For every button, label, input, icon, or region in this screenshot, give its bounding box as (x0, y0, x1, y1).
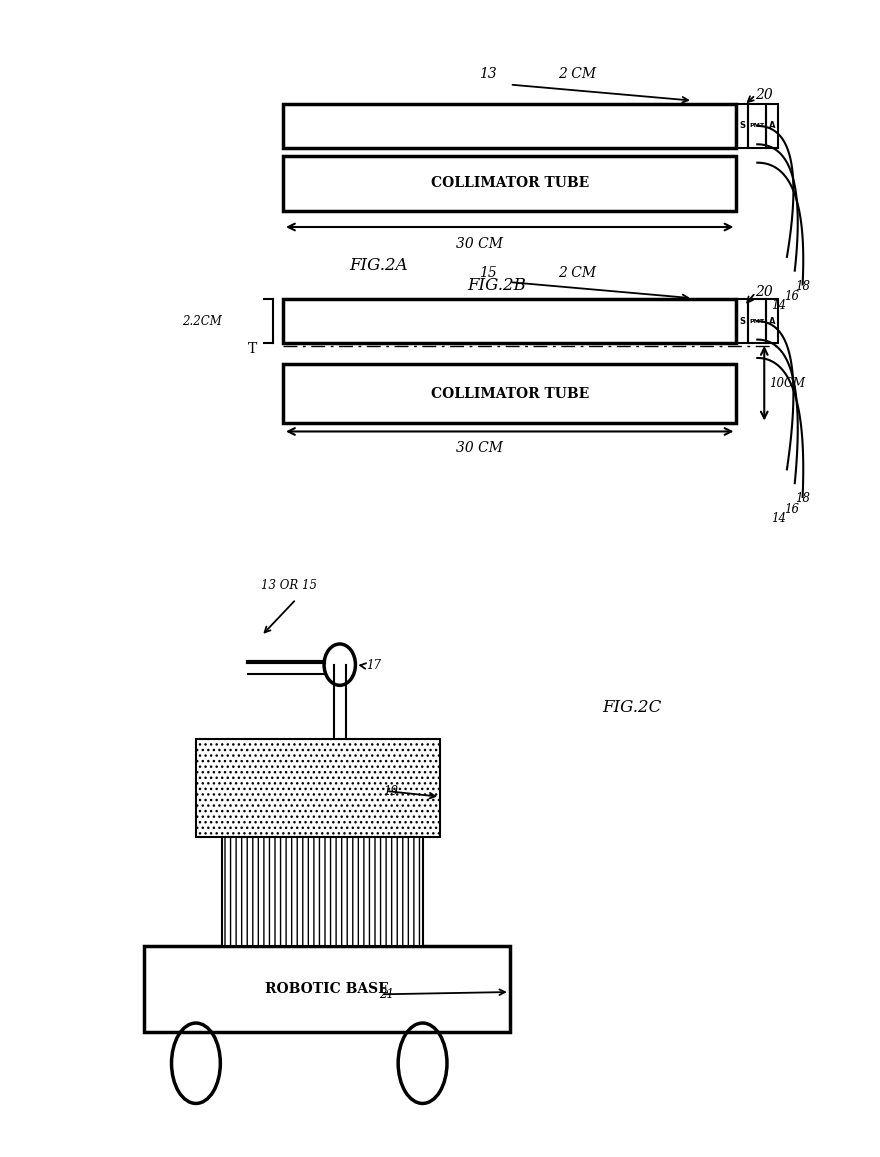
Bar (766, 104, 778, 148)
Text: 18: 18 (796, 493, 810, 506)
Text: 14: 14 (771, 511, 786, 525)
Text: 2 CM: 2 CM (558, 67, 596, 81)
Text: 15: 15 (479, 266, 496, 280)
Text: 17: 17 (366, 659, 381, 672)
Text: PMT: PMT (750, 124, 765, 128)
Bar (222, 837, 422, 946)
Text: 21: 21 (379, 988, 394, 1001)
Bar (748, 300, 766, 342)
Bar (143, 946, 510, 1032)
Text: 30 CM: 30 CM (456, 237, 502, 251)
Bar (737, 300, 748, 342)
Bar (766, 300, 778, 342)
Text: COLLIMATOR TUBE: COLLIMATOR TUBE (430, 176, 589, 191)
Text: S: S (739, 121, 745, 131)
Text: PMT: PMT (750, 318, 765, 324)
Text: FIG.2B: FIG.2B (467, 277, 526, 294)
Bar (283, 300, 737, 342)
Text: 13 OR 15: 13 OR 15 (261, 580, 318, 592)
Text: FIG.2C: FIG.2C (602, 699, 662, 716)
Text: S: S (739, 317, 745, 326)
Text: 2.2CM: 2.2CM (182, 315, 222, 327)
Bar (196, 739, 440, 837)
Text: 16: 16 (784, 290, 799, 303)
Bar (283, 156, 737, 211)
Text: 30 CM: 30 CM (456, 441, 502, 455)
Text: A: A (769, 317, 775, 326)
Text: A: A (769, 121, 775, 131)
Text: COLLIMATOR TUBE: COLLIMATOR TUBE (430, 386, 589, 400)
Text: 20: 20 (756, 88, 774, 102)
Text: T: T (247, 341, 257, 355)
Bar (748, 104, 766, 148)
Text: 20: 20 (756, 286, 774, 300)
Text: 13: 13 (479, 67, 496, 81)
Text: 16: 16 (784, 502, 799, 516)
Text: 14: 14 (771, 300, 786, 312)
Text: 2 CM: 2 CM (558, 266, 596, 280)
Bar (737, 104, 748, 148)
Bar (283, 104, 737, 148)
Text: 18: 18 (796, 280, 810, 293)
Text: 10CM: 10CM (769, 377, 805, 390)
Bar (283, 363, 737, 423)
Text: ROBOTIC BASE: ROBOTIC BASE (265, 982, 389, 996)
Text: 19: 19 (384, 784, 399, 797)
Text: FIG.2A: FIG.2A (349, 257, 408, 274)
Circle shape (324, 644, 356, 685)
